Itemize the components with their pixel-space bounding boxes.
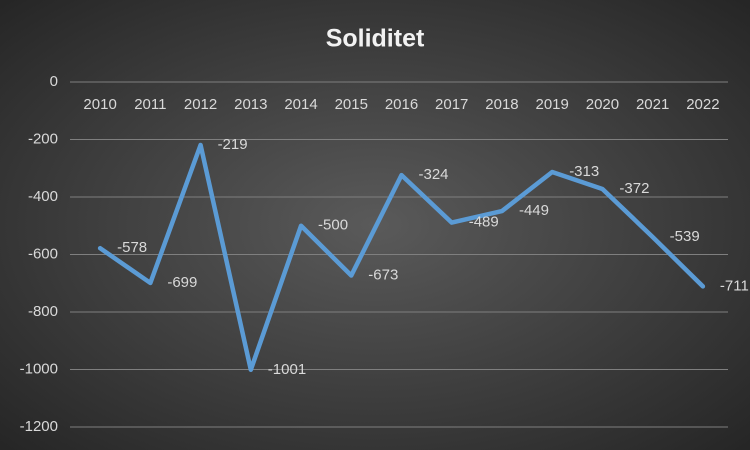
data-label: -449: [519, 202, 549, 219]
x-tick-label: 2015: [335, 96, 368, 113]
data-label: -219: [218, 136, 248, 153]
x-tick-label: 2022: [686, 96, 719, 113]
y-tick-label: -200: [28, 130, 58, 147]
y-tick-label: -600: [28, 245, 58, 262]
x-tick-label: 2010: [83, 96, 116, 113]
x-tick-label: 2016: [385, 96, 418, 113]
y-tick-label: -400: [28, 188, 58, 205]
data-label: -699: [167, 274, 197, 291]
y-tick-label: 0: [50, 73, 58, 90]
data-label: -1001: [268, 361, 306, 378]
x-tick-label: 2014: [284, 96, 317, 113]
x-tick-label: 2011: [134, 96, 166, 113]
data-label: -372: [619, 180, 649, 197]
data-label: -324: [419, 166, 449, 183]
y-tick-label: -1000: [20, 360, 58, 377]
x-tick-label: 2020: [586, 96, 619, 113]
data-label: -578: [117, 239, 147, 256]
data-label: -313: [569, 163, 599, 180]
data-label: -500: [318, 217, 348, 234]
data-label: -711: [720, 277, 749, 294]
data-line: [97, 142, 706, 373]
x-tick-label: 2019: [536, 96, 569, 113]
x-tick-label: 2021: [636, 96, 669, 113]
data-label: -539: [670, 228, 700, 245]
x-tick-label: 2013: [234, 96, 267, 113]
x-tick-label: 2018: [485, 96, 518, 113]
x-tick-label: 2012: [184, 96, 217, 113]
y-tick-label: -1200: [20, 418, 58, 435]
x-tick-label: 2017: [435, 96, 468, 113]
chart-title: Soliditet: [326, 25, 425, 53]
data-label: -673: [368, 266, 398, 283]
data-label: -489: [469, 214, 499, 231]
y-tick-label: -800: [28, 303, 58, 320]
